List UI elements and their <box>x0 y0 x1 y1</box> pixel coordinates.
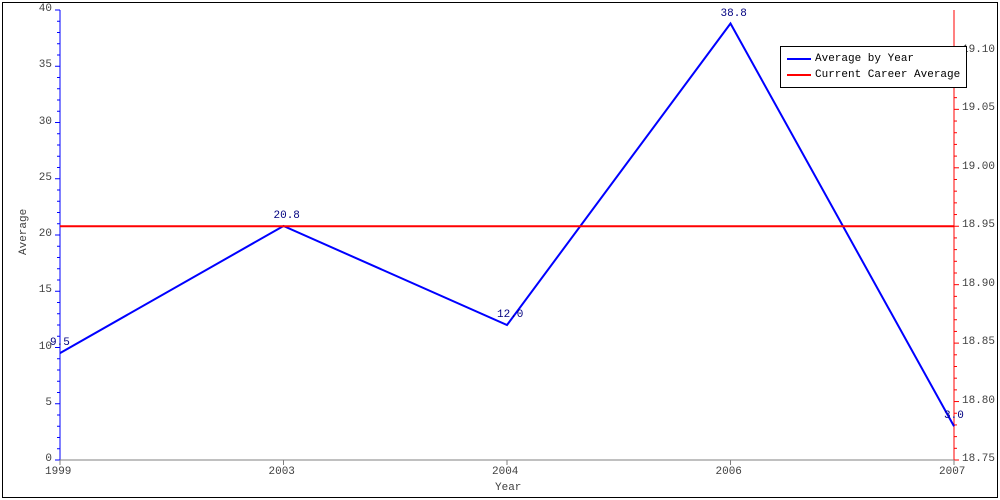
y-left-tick-label: 30 <box>39 116 52 128</box>
legend-label: Average by Year <box>815 51 914 67</box>
point-label: 38.8 <box>721 8 747 20</box>
y-right-tick-label: 18.80 <box>962 395 995 407</box>
y-right-tick-label: 18.90 <box>962 278 995 290</box>
legend-box: Average by YearCurrent Career Average <box>780 46 967 88</box>
legend-label: Current Career Average <box>815 67 960 83</box>
y-left-tick-label: 5 <box>45 397 52 409</box>
legend-swatch <box>787 74 811 76</box>
y-left-tick-label: 15 <box>39 284 52 296</box>
y-left-tick-label: 0 <box>45 453 52 465</box>
y-left-tick-label: 20 <box>39 228 52 240</box>
x-tick-label: 2006 <box>716 466 742 478</box>
x-tick-label: 2003 <box>269 466 295 478</box>
point-label: 12.0 <box>497 309 523 321</box>
legend-item: Current Career Average <box>787 67 960 83</box>
y-right-tick-label: 18.95 <box>962 219 995 231</box>
x-tick-label: 1999 <box>45 466 71 478</box>
x-tick-label: 2007 <box>939 466 965 478</box>
y-left-tick-label: 35 <box>39 59 52 71</box>
point-label: 9.5 <box>50 337 70 349</box>
y-left-tick-label: 40 <box>39 3 52 15</box>
point-label: 20.8 <box>274 210 300 222</box>
x-tick-label: 2004 <box>492 466 518 478</box>
y-right-tick-label: 19.05 <box>962 102 995 114</box>
chart-container: 051015202530354018.7518.8018.8518.9018.9… <box>0 0 1000 500</box>
y-right-tick-label: 18.75 <box>962 453 995 465</box>
legend-swatch <box>787 58 811 60</box>
point-label: 3.0 <box>944 410 964 422</box>
x-axis-label: Year <box>495 482 521 494</box>
legend-item: Average by Year <box>787 51 960 67</box>
y-left-tick-label: 25 <box>39 172 52 184</box>
y-right-tick-label: 18.85 <box>962 336 995 348</box>
y-right-tick-label: 19.00 <box>962 161 995 173</box>
y-axis-label: Average <box>18 209 30 255</box>
